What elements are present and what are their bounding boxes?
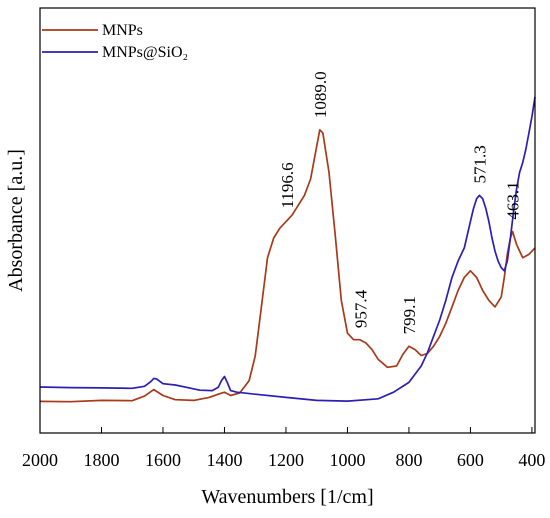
- x-tick-label: 1000: [329, 450, 365, 470]
- x-tick-label: 600: [457, 450, 484, 470]
- legend: MNPs MNPs@SiO₂: [42, 22, 188, 61]
- x-tick-label: 400: [518, 450, 545, 470]
- peak-label: 957.4: [352, 289, 371, 328]
- peak-label: 1196.6: [278, 162, 297, 208]
- plot-frame: [39, 7, 536, 434]
- x-tick-label: 1400: [206, 450, 242, 470]
- x-tick-label: 800: [395, 450, 422, 470]
- x-tick-label: 1800: [83, 450, 119, 470]
- x-tick-label: 2000: [22, 450, 58, 470]
- x-tick-label: 1200: [268, 450, 304, 470]
- peak-label: 463.1: [504, 181, 523, 219]
- series-layer: [39, 96, 536, 403]
- peak-label: 571.3: [470, 145, 489, 183]
- legend-label-mnps-sio2: MNPs@SiO₂: [102, 44, 188, 61]
- x-axis-title: Wavenumbers [1/cm]: [201, 486, 373, 508]
- series-line-mnps: [39, 128, 536, 403]
- peak-label: 799.1: [400, 296, 419, 334]
- y-axis-title: Absorbance [a.u.]: [5, 149, 27, 292]
- x-ticks: 2000 1800 1600 1400 1200 1000 800 600 400: [22, 427, 545, 470]
- peak-annotations: 1196.6 1089.0 957.4 799.1 571.3 463.1: [278, 71, 523, 334]
- peak-label: 1089.0: [311, 71, 330, 118]
- x-tick-label: 1600: [145, 450, 181, 470]
- legend-label-mnps: MNPs: [102, 22, 143, 39]
- series-line-mnps-sio2: [39, 96, 536, 402]
